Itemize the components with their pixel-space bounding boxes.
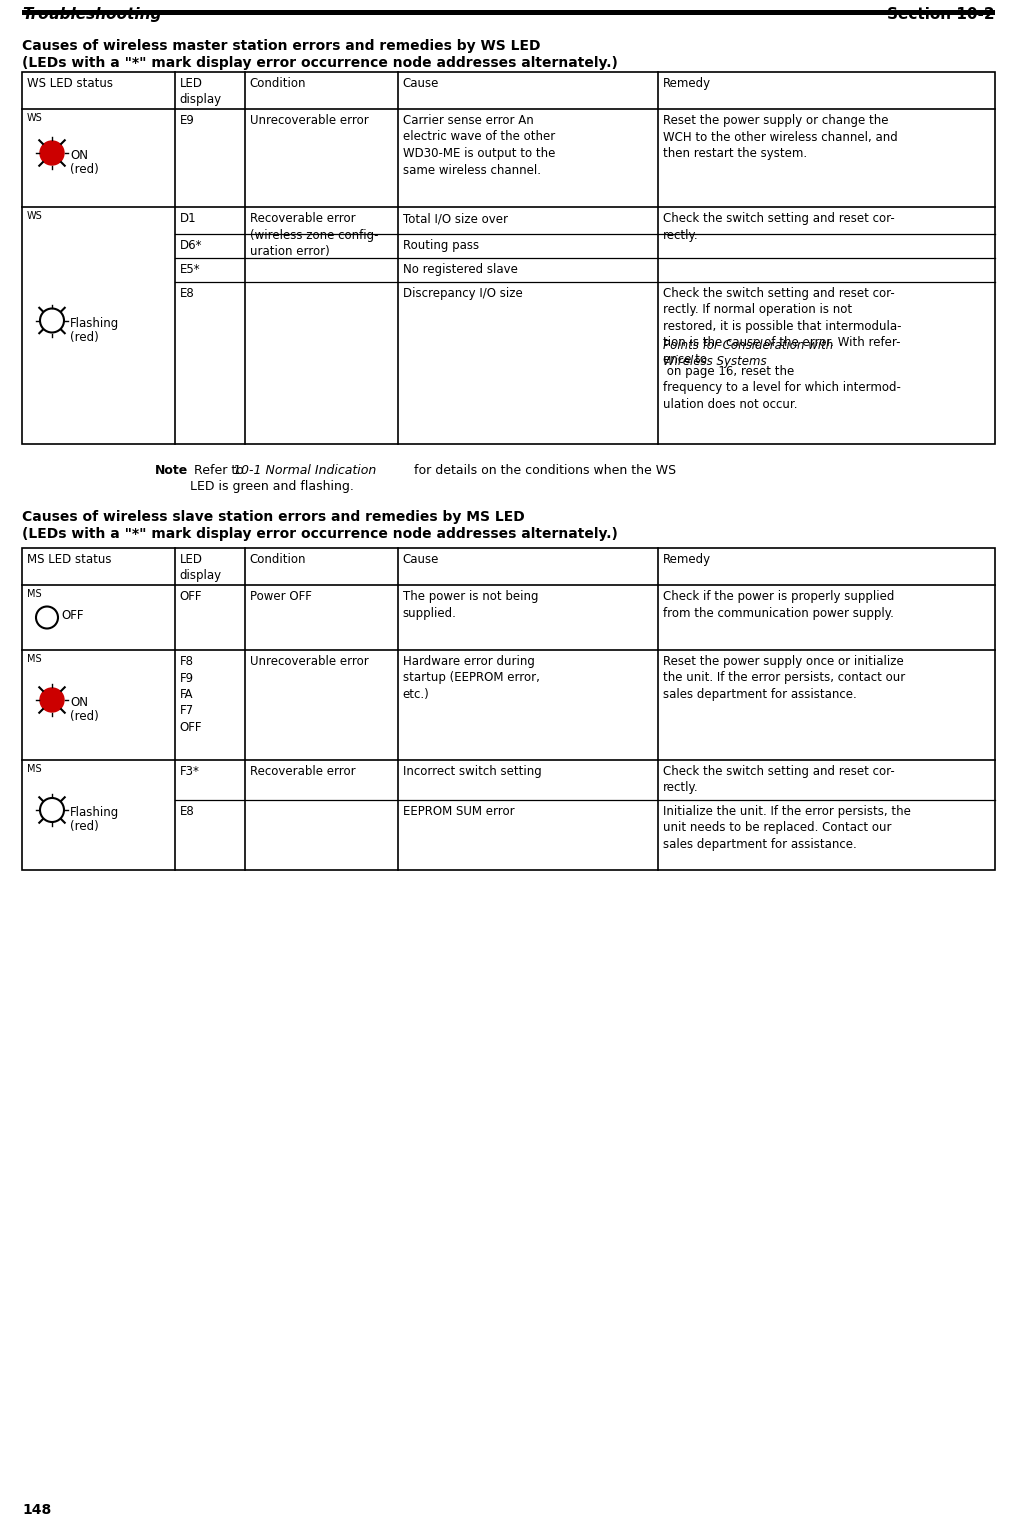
Text: (red): (red) (70, 163, 99, 177)
Text: No registered slave: No registered slave (403, 263, 518, 277)
Text: WS LED status: WS LED status (27, 77, 113, 91)
Text: Condition: Condition (250, 553, 306, 566)
Text: Discrepancy I/O size: Discrepancy I/O size (403, 287, 523, 300)
Text: Total I/O size over: Total I/O size over (403, 212, 507, 224)
Text: Recoverable error: Recoverable error (250, 765, 356, 778)
Text: MS: MS (27, 655, 42, 664)
Text: Causes of wireless slave station errors and remedies by MS LED: Causes of wireless slave station errors … (22, 510, 525, 524)
Text: Cause: Cause (403, 553, 439, 566)
Text: Carrier sense error An
electric wave of the other
WD30-ME is output to the
same : Carrier sense error An electric wave of … (403, 114, 555, 177)
Circle shape (40, 689, 64, 712)
Text: Points for Consideration with
Wireless Systems: Points for Consideration with Wireless S… (663, 340, 834, 369)
Text: E5*: E5* (180, 263, 200, 277)
Text: 148: 148 (22, 1503, 51, 1517)
Text: The power is not being
supplied.: The power is not being supplied. (403, 590, 538, 619)
Circle shape (40, 141, 64, 164)
Text: WS: WS (27, 211, 43, 221)
Circle shape (36, 607, 58, 629)
Text: Flashing: Flashing (70, 805, 119, 819)
Text: EEPROM SUM error: EEPROM SUM error (403, 805, 515, 818)
Text: OFF: OFF (180, 590, 202, 603)
Text: ON: ON (70, 149, 88, 161)
Text: Remedy: Remedy (663, 553, 712, 566)
Text: LED
display: LED display (180, 77, 222, 106)
Text: Troubleshooting: Troubleshooting (22, 8, 162, 22)
Text: Condition: Condition (250, 77, 306, 91)
Text: Power OFF: Power OFF (250, 590, 311, 603)
Text: Incorrect switch setting: Incorrect switch setting (403, 765, 541, 778)
Text: Check the switch setting and reset cor-
rectly. If normal operation is not
resto: Check the switch setting and reset cor- … (663, 287, 902, 366)
Text: Check the switch setting and reset cor-
rectly.: Check the switch setting and reset cor- … (663, 765, 895, 795)
Text: LED
display: LED display (180, 553, 222, 583)
Text: Unrecoverable error: Unrecoverable error (250, 114, 368, 128)
Bar (22, 11, 995, 15)
Text: on page 16, reset the
frequency to a level for which intermod-
ulation does not : on page 16, reset the frequency to a lev… (663, 364, 901, 410)
Text: ON: ON (70, 696, 88, 709)
Text: (red): (red) (70, 330, 99, 343)
Text: Check the switch setting and reset cor-
rectly.: Check the switch setting and reset cor- … (663, 212, 895, 241)
Text: (red): (red) (70, 710, 99, 722)
Text: F8
F9
FA
F7
OFF: F8 F9 FA F7 OFF (180, 655, 202, 735)
Text: MS: MS (27, 589, 42, 599)
Text: Flashing: Flashing (70, 317, 119, 329)
Text: Reset the power supply once or initialize
the unit. If the error persists, conta: Reset the power supply once or initializ… (663, 655, 905, 701)
Text: F3*: F3* (180, 765, 199, 778)
Text: Reset the power supply or change the
WCH to the other wireless channel, and
then: Reset the power supply or change the WCH… (663, 114, 898, 160)
Text: Causes of wireless master station errors and remedies by WS LED: Causes of wireless master station errors… (22, 38, 540, 52)
Text: D1: D1 (180, 212, 196, 224)
Text: WS: WS (27, 114, 43, 123)
Circle shape (40, 798, 64, 822)
Text: LED is green and flashing.: LED is green and flashing. (190, 480, 354, 493)
Text: Cause: Cause (403, 77, 439, 91)
Bar (22, 72, 995, 444)
Bar (22, 549, 995, 870)
Text: Section 10-2: Section 10-2 (888, 8, 995, 22)
Text: E9: E9 (180, 114, 194, 128)
Text: (red): (red) (70, 821, 99, 833)
Text: E8: E8 (180, 805, 194, 818)
Text: (LEDs with a "*" mark display error occurrence node addresses alternately.): (LEDs with a "*" mark display error occu… (22, 55, 618, 71)
Text: E8: E8 (180, 287, 194, 300)
Text: Routing pass: Routing pass (403, 238, 479, 252)
Text: Remedy: Remedy (663, 77, 712, 91)
Text: for details on the conditions when the WS: for details on the conditions when the W… (410, 464, 676, 476)
Text: (LEDs with a "*" mark display error occurrence node addresses alternately.): (LEDs with a "*" mark display error occu… (22, 527, 618, 541)
Text: OFF: OFF (61, 609, 83, 622)
Text: MS LED status: MS LED status (27, 553, 112, 566)
Text: Refer to: Refer to (190, 464, 248, 476)
Circle shape (40, 309, 64, 332)
Text: D6*: D6* (180, 238, 202, 252)
Text: Hardware error during
startup (EEPROM error,
etc.): Hardware error during startup (EEPROM er… (403, 655, 539, 701)
Text: MS: MS (27, 764, 42, 775)
Text: Unrecoverable error: Unrecoverable error (250, 655, 368, 669)
Text: Note: Note (155, 464, 188, 476)
Text: Initialize the unit. If the error persists, the
unit needs to be replaced. Conta: Initialize the unit. If the error persis… (663, 805, 911, 851)
Text: 10-1 Normal Indication: 10-1 Normal Indication (233, 464, 376, 476)
Text: Check if the power is properly supplied
from the communication power supply.: Check if the power is properly supplied … (663, 590, 895, 619)
Text: Recoverable error
(wireless zone config-
uration error): Recoverable error (wireless zone config-… (250, 212, 378, 258)
